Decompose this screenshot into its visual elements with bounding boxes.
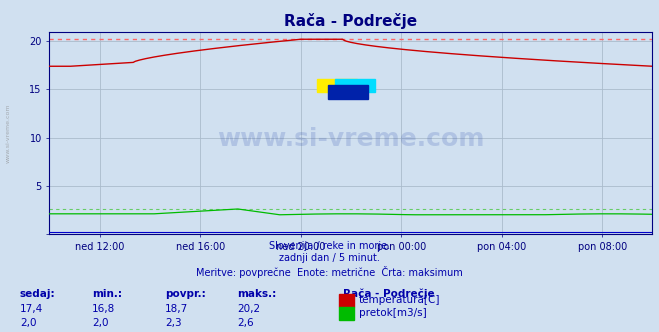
Text: Slovenija / reke in morje.: Slovenija / reke in morje. — [269, 241, 390, 251]
Text: min.:: min.: — [92, 289, 123, 299]
Text: 2,6: 2,6 — [237, 318, 254, 328]
Text: 20,2: 20,2 — [237, 304, 260, 314]
Text: 2,0: 2,0 — [92, 318, 109, 328]
Text: zadnji dan / 5 minut.: zadnji dan / 5 minut. — [279, 253, 380, 263]
Text: 17,4: 17,4 — [20, 304, 43, 314]
Text: temperatura[C]: temperatura[C] — [359, 295, 441, 305]
Text: www.si-vreme.com: www.si-vreme.com — [5, 103, 11, 163]
Text: 2,0: 2,0 — [20, 318, 36, 328]
FancyBboxPatch shape — [317, 79, 357, 92]
Title: Rača - Podrečje: Rača - Podrečje — [284, 13, 418, 29]
Text: 2,3: 2,3 — [165, 318, 181, 328]
Text: www.si-vreme.com: www.si-vreme.com — [217, 127, 484, 151]
Text: 16,8: 16,8 — [92, 304, 115, 314]
Text: pretok[m3/s]: pretok[m3/s] — [359, 308, 427, 318]
Text: Meritve: povprečne  Enote: metrične  Črta: maksimum: Meritve: povprečne Enote: metrične Črta:… — [196, 266, 463, 278]
FancyBboxPatch shape — [335, 79, 375, 92]
Text: 18,7: 18,7 — [165, 304, 188, 314]
Text: Rača - Podrečje: Rača - Podrečje — [343, 289, 434, 299]
FancyBboxPatch shape — [328, 85, 368, 99]
Text: maks.:: maks.: — [237, 289, 277, 299]
Text: povpr.:: povpr.: — [165, 289, 206, 299]
Text: sedaj:: sedaj: — [20, 289, 55, 299]
